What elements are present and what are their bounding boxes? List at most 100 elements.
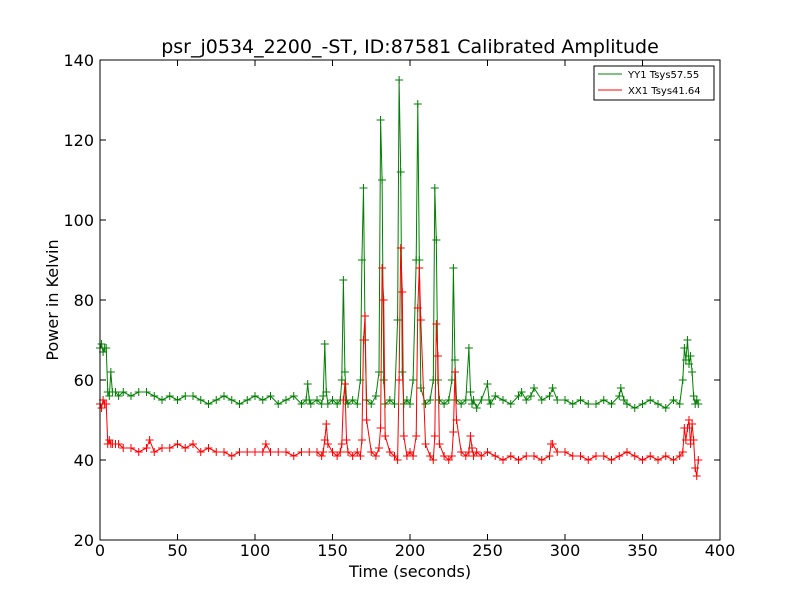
data-point-yy1 [486, 400, 495, 408]
data-point-xx1 [429, 456, 438, 464]
data-point-yy1 [506, 400, 515, 408]
data-point-yy1 [678, 376, 687, 384]
data-point-xx1 [375, 444, 383, 452]
data-point-yy1 [181, 392, 190, 400]
data-point-xx1 [654, 456, 662, 464]
x-tick-label: 300 [550, 541, 581, 560]
data-point-yy1 [517, 388, 526, 396]
data-point-yy1 [348, 396, 357, 404]
data-point-yy1 [289, 392, 298, 400]
y-tick-label: 120 [63, 131, 94, 150]
data-point-yy1 [357, 256, 366, 264]
data-point-xx1 [607, 456, 616, 464]
data-point-yy1 [457, 400, 466, 408]
data-point-yy1 [421, 400, 430, 408]
data-point-xx1 [142, 444, 151, 452]
y-tick-label: 80 [74, 291, 94, 310]
data-point-yy1 [359, 184, 368, 192]
data-point-yy1 [553, 396, 562, 404]
data-point-yy1 [406, 400, 414, 408]
data-point-xx1 [344, 448, 352, 456]
data-point-xx1 [412, 432, 421, 440]
legend-label-yy1: YY1 Tsys57.55 [627, 70, 699, 81]
data-point-yy1 [243, 396, 252, 404]
data-point-xx1 [553, 448, 562, 456]
data-point-yy1 [469, 396, 478, 404]
data-point-xx1 [669, 456, 678, 464]
data-point-xx1 [514, 456, 523, 464]
data-point-yy1 [409, 376, 418, 384]
data-point-yy1 [615, 392, 624, 400]
data-point-yy1 [305, 396, 314, 404]
data-point-xx1 [212, 448, 221, 456]
data-point-xx1 [545, 452, 554, 460]
data-point-yy1 [692, 396, 701, 404]
x-tick-label: 50 [167, 541, 187, 560]
x-tick-label: 100 [240, 541, 271, 560]
x-tick-label: 250 [472, 541, 503, 560]
data-point-yy1 [127, 392, 135, 400]
data-point-xx1 [261, 440, 270, 448]
data-point-xx1 [472, 448, 481, 456]
data-point-xx1 [305, 448, 314, 456]
data-point-xx1 [378, 264, 387, 272]
y-tick-label: 20 [74, 531, 94, 550]
data-point-yy1 [266, 392, 275, 400]
data-point-yy1 [607, 400, 616, 408]
data-point-yy1 [675, 400, 684, 408]
data-point-yy1 [669, 396, 678, 404]
data-point-yy1 [461, 396, 470, 404]
data-point-xx1 [413, 304, 422, 312]
data-point-yy1 [106, 368, 115, 376]
data-point-xx1 [102, 400, 111, 408]
data-point-yy1 [274, 400, 283, 408]
data-point-xx1 [415, 264, 424, 272]
data-point-yy1 [258, 396, 267, 404]
y-axis-label: Power in Kelvin [43, 239, 62, 360]
data-point-yy1 [430, 184, 439, 192]
x-tick-label: 350 [627, 541, 658, 560]
data-point-yy1 [485, 396, 494, 404]
data-point-yy1 [376, 116, 385, 124]
x-tick-label: 150 [317, 541, 348, 560]
data-point-yy1 [654, 400, 662, 408]
data-point-yy1 [472, 404, 481, 412]
data-point-xx1 [323, 440, 332, 448]
data-point-yy1 [339, 276, 348, 284]
data-point-xx1 [158, 444, 166, 452]
data-point-yy1 [646, 396, 655, 404]
data-point-xx1 [450, 368, 459, 376]
data-point-xx1 [638, 456, 647, 464]
data-point-yy1 [680, 344, 689, 352]
data-point-yy1 [102, 344, 111, 352]
data-point-yy1 [390, 400, 399, 408]
data-point-xx1 [340, 380, 349, 388]
data-point-xx1 [367, 448, 376, 456]
legend: YY1 Tsys57.55 XX1 Tsys41.64 [593, 65, 715, 101]
data-point-yy1 [322, 388, 331, 396]
data-point-xx1 [134, 448, 143, 456]
data-point-xx1 [683, 424, 692, 432]
data-point-yy1 [464, 344, 473, 352]
data-point-xx1 [357, 436, 366, 444]
data-point-xx1 [220, 448, 228, 456]
data-point-yy1 [450, 356, 459, 364]
data-point-xx1 [317, 452, 326, 460]
data-point-yy1 [592, 400, 600, 408]
data-point-xx1 [145, 436, 154, 444]
data-point-xx1 [395, 376, 404, 384]
data-point-xx1 [568, 452, 577, 460]
data-point-xx1 [251, 448, 259, 456]
data-point-yy1 [530, 384, 538, 392]
x-tick-label: 400 [705, 541, 736, 560]
data-point-yy1 [328, 396, 337, 404]
data-point-yy1 [413, 100, 422, 108]
data-point-yy1 [385, 396, 394, 404]
data-point-yy1 [235, 400, 244, 408]
y-tick-label: 60 [74, 371, 94, 390]
data-point-xx1 [499, 456, 507, 464]
data-point-yy1 [499, 396, 507, 404]
data-point-xx1 [393, 456, 402, 464]
data-point-xx1 [440, 452, 449, 460]
